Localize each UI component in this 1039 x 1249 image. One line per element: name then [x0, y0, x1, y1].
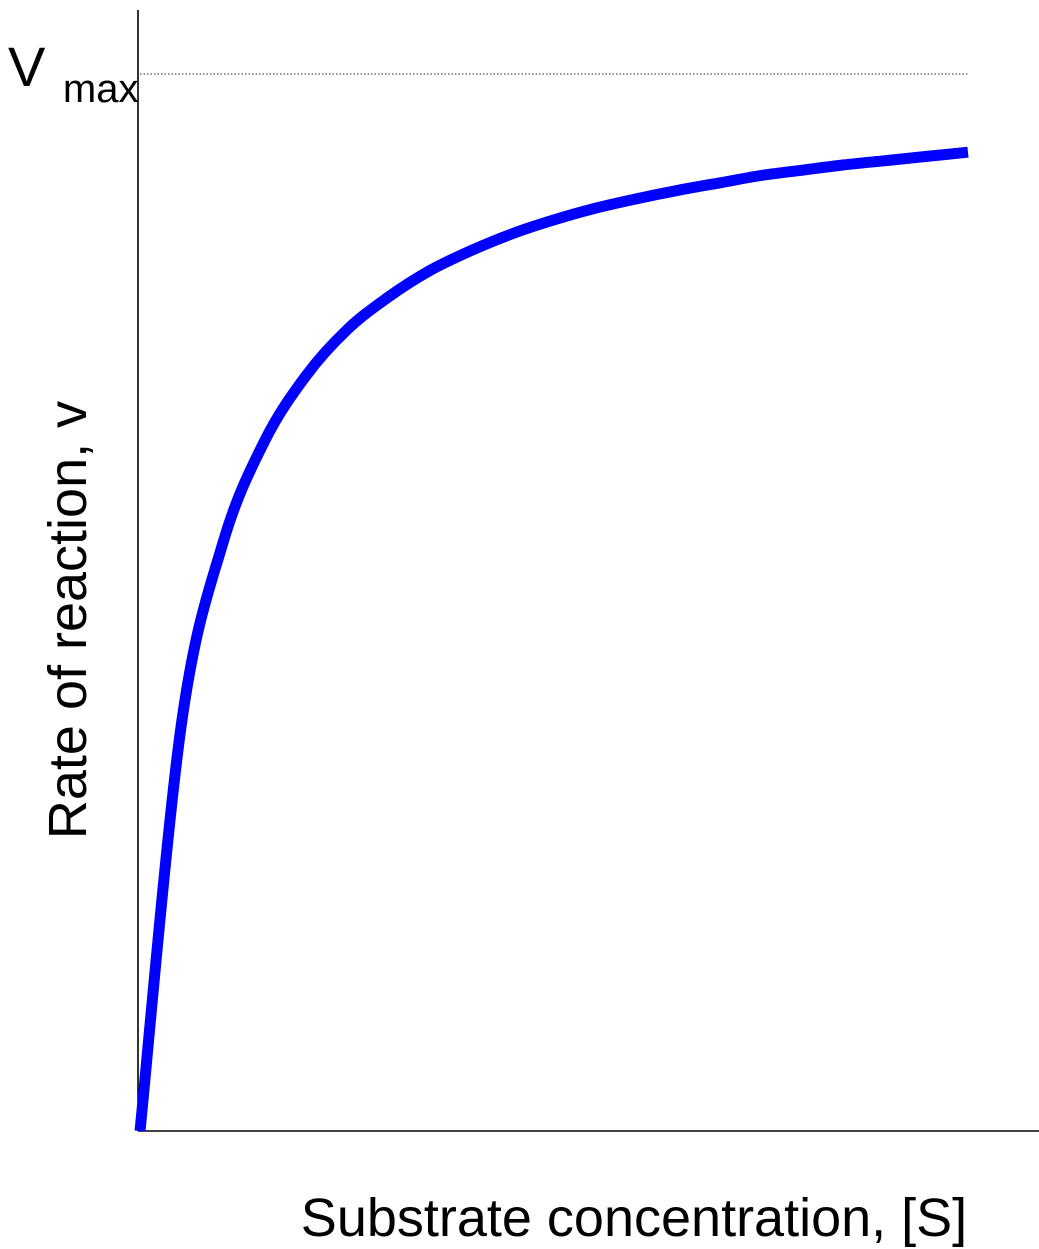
- x-axis-label: Substrate concentration, [S]: [301, 1188, 967, 1248]
- series-line-0: [134, 146, 969, 1132]
- vmax-main: V: [8, 35, 46, 98]
- y-axis-label: Rate of reaction, v: [38, 401, 98, 839]
- vmax-label: V max: [8, 35, 139, 111]
- vmax-subscript: max: [63, 67, 139, 111]
- series-layer: [134, 146, 969, 1132]
